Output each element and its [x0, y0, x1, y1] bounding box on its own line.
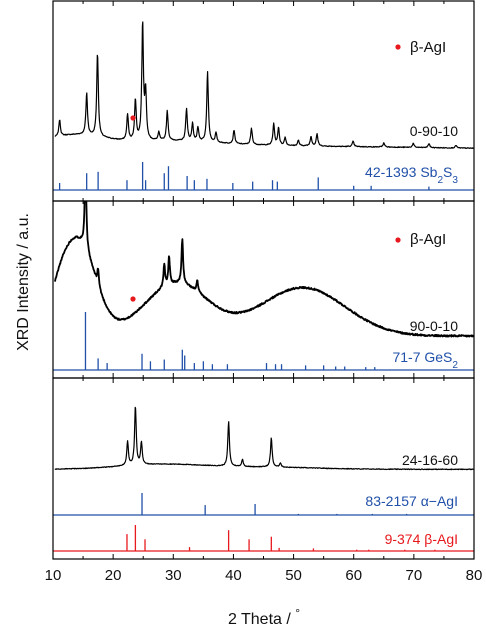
beta-agi-marker: [130, 296, 136, 302]
x-tick-label: 40: [225, 567, 242, 584]
sample-label-0-90-10: 0-90-10: [410, 123, 458, 139]
reference-label: 9-374 β-AgI: [385, 531, 458, 547]
sample-label-24-16-60: 24-16-60: [402, 452, 458, 468]
x-tick-label: 20: [105, 567, 122, 584]
x-axis-label: 2 Theta / °: [228, 606, 300, 628]
panel-2-plot: [53, 201, 474, 371]
panel-3-plot: [53, 406, 474, 552]
legend-label: β-AgI: [410, 39, 446, 56]
x-tick-label: 80: [466, 567, 483, 584]
x-tick-label: 10: [45, 567, 62, 584]
reference-label: 42-1393 Sb2S3: [365, 164, 458, 186]
y-axis-label: XRD Intensity / a.u.: [15, 213, 32, 351]
reference-label: 83-2157 α−AgI: [365, 493, 458, 509]
measured-trace-90-0-10: [53, 201, 474, 338]
beta-agi-marker: [130, 115, 136, 121]
x-tick-label: 50: [285, 567, 302, 584]
legend-label: β-AgI: [410, 231, 446, 248]
legend-marker: [395, 44, 401, 50]
x-tick-label: 70: [406, 567, 423, 584]
legend-marker: [395, 237, 401, 243]
measured-trace-24-16-60: [54, 406, 474, 471]
panel-1-plot: [53, 21, 474, 191]
measured-trace-0-90-10: [54, 21, 474, 149]
x-tick-label: 30: [165, 567, 182, 584]
reference-label: 71-7 GeS2: [392, 349, 458, 371]
x-tick-label: 60: [345, 567, 362, 584]
sample-label-90-0-10: 90-0-10: [410, 318, 458, 334]
